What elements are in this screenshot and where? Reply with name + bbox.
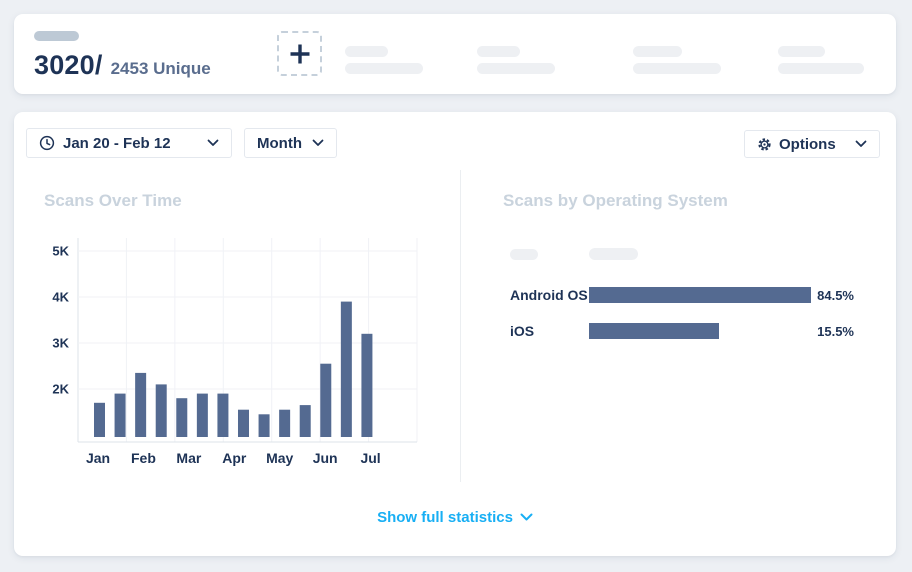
os-percent-value: 84.5% (817, 287, 854, 303)
summary-title-skeleton (34, 31, 79, 41)
skeleton-bar (778, 63, 864, 74)
show-full-statistics-label: Show full statistics (377, 509, 513, 526)
show-full-statistics-link[interactable]: Show full statistics (14, 509, 896, 526)
plus-icon (287, 41, 313, 67)
os-bar-track (589, 323, 802, 339)
chevron-down-icon (520, 513, 533, 522)
chevron-down-icon (855, 140, 867, 148)
os-name-label: iOS (510, 323, 535, 339)
scans-by-os-chart: Android OS 84.5% iOS 15.5% (510, 287, 854, 359)
x-axis-month-label: Jan (86, 450, 110, 466)
os-row: Android OS 84.5% (510, 287, 854, 303)
y-axis-tick-label: 2K (52, 382, 69, 397)
x-axis-month-label: Apr (222, 450, 247, 466)
skeleton-bar (345, 63, 423, 74)
x-axis-month-label: Jun (313, 450, 338, 466)
time-chart-bar (94, 402, 105, 437)
options-label: Options (779, 135, 836, 153)
time-chart-bar (114, 393, 126, 437)
skeleton-bar (477, 63, 555, 74)
unique-scans-value: 2453 Unique (110, 59, 211, 78)
os-row: iOS 15.5% (510, 323, 854, 339)
scan-summary-card: 3020/ 2453 Unique (14, 14, 896, 94)
time-chart-bar (320, 363, 332, 437)
scans-by-os-title: Scans by Operating System (503, 191, 728, 210)
granularity-select[interactable]: Month (244, 128, 337, 158)
x-axis-month-label: May (266, 450, 293, 466)
time-chart-bar (361, 333, 373, 437)
chevron-down-icon (207, 139, 219, 147)
time-chart-bar (258, 414, 270, 437)
skeleton-bar (345, 46, 388, 57)
x-axis-month-label: Feb (131, 450, 156, 466)
time-chart-bar (299, 405, 311, 437)
os-name-label: Android OS (510, 287, 588, 303)
clock-icon (39, 135, 55, 151)
time-chart-bar (340, 301, 352, 437)
time-chart-bar (135, 372, 147, 437)
add-widget-button[interactable] (277, 31, 322, 76)
chevron-down-icon (312, 139, 324, 147)
scans-over-time-title: Scans Over Time (44, 191, 182, 210)
time-chart-bar (155, 384, 167, 437)
statistics-card: Jan 20 - Feb 12 Month Options Sc (14, 112, 896, 556)
gear-icon (757, 137, 772, 152)
scans-over-time-chart: 2K 3K 4K 5K Jan Feb Mar Apr May Jun Jul (40, 230, 440, 478)
panel-divider (460, 170, 461, 482)
options-select[interactable]: Options (744, 130, 880, 158)
scan-counts: 3020/ 2453 Unique (34, 50, 211, 81)
os-legend-skeleton (510, 249, 538, 260)
os-percent-value: 15.5% (817, 323, 854, 339)
granularity-label: Month (257, 134, 302, 152)
x-axis-month-label: Jul (360, 450, 380, 466)
skeleton-bar (633, 63, 721, 74)
x-axis-month-label: Mar (176, 450, 201, 466)
os-bar (589, 323, 719, 339)
time-chart-bar (196, 393, 208, 437)
total-scans-value: 3020/ (34, 50, 103, 80)
time-chart-bar (176, 398, 188, 437)
os-bar (589, 287, 811, 303)
time-chart-bar (237, 409, 249, 437)
time-chart-bar (217, 393, 229, 437)
y-axis-tick-label: 5K (52, 244, 69, 259)
os-bar-track (589, 287, 811, 303)
skeleton-bar (477, 46, 520, 57)
y-axis-tick-label: 3K (52, 336, 69, 351)
date-range-select[interactable]: Jan 20 - Feb 12 (26, 128, 232, 158)
y-axis-tick-label: 4K (52, 290, 69, 305)
time-chart-bar (279, 409, 291, 437)
os-legend-skeleton (589, 248, 638, 260)
skeleton-bar (778, 46, 825, 57)
skeleton-bar (633, 46, 682, 57)
date-range-label: Jan 20 - Feb 12 (63, 134, 171, 152)
